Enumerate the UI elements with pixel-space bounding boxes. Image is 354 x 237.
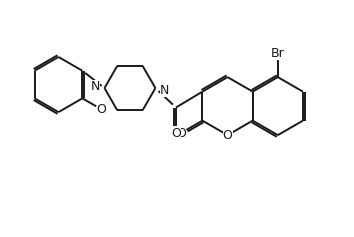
Text: O: O bbox=[223, 129, 233, 142]
Text: O: O bbox=[176, 127, 186, 140]
Text: O: O bbox=[97, 103, 107, 116]
Text: N: N bbox=[160, 84, 169, 97]
Text: O: O bbox=[171, 127, 181, 140]
Text: Br: Br bbox=[271, 47, 285, 60]
Text: N: N bbox=[91, 80, 100, 93]
